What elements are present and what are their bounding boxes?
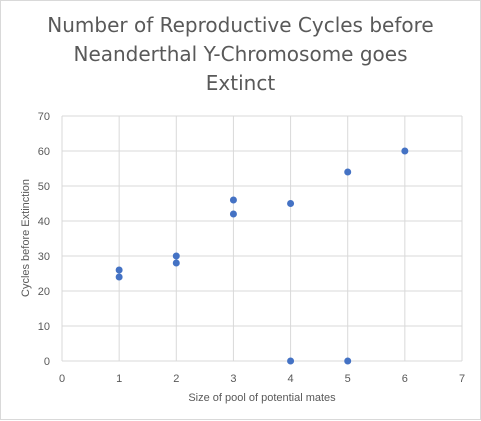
x-tick-label: 3 — [230, 373, 236, 385]
data-point — [287, 357, 295, 365]
y-tick-label: 0 — [44, 356, 50, 368]
y-tick-label: 20 — [38, 286, 50, 298]
chart-title-line-2: Neanderthal Y-Chromosome goes — [73, 42, 408, 66]
y-tick-label: 50 — [38, 181, 50, 193]
x-tick-label: 4 — [288, 373, 294, 385]
x-tick-label: 6 — [402, 373, 408, 385]
data-point — [115, 266, 123, 274]
x-tick-label: 0 — [59, 373, 65, 385]
y-tick-label: 60 — [38, 146, 50, 158]
chart-title: Number of Reproductive Cycles before Nea… — [1, 11, 480, 98]
y-tick-label: 10 — [38, 321, 50, 333]
chart-title-line-3: Extinct — [205, 71, 276, 95]
data-point — [344, 168, 352, 176]
data-point — [115, 273, 123, 281]
data-point — [172, 259, 180, 267]
data-points — [115, 147, 409, 365]
data-point — [287, 200, 295, 207]
x-tick-label: 5 — [345, 373, 351, 385]
x-axis-title: Size of pool of potential mates — [188, 392, 336, 404]
x-tick-label: 2 — [173, 373, 179, 385]
y-axis-title: Cycles before Extinction — [20, 179, 32, 297]
data-point — [229, 210, 237, 218]
data-point — [401, 147, 409, 155]
x-tick-label: 1 — [116, 373, 122, 385]
x-tick-label: 7 — [459, 373, 465, 385]
y-tick-labels: 0 10 20 30 40 50 60 70 — [38, 111, 50, 368]
y-tick-label: 30 — [38, 251, 50, 263]
grid-lines — [61, 115, 463, 362]
data-point — [344, 357, 352, 365]
y-tick-label: 70 — [38, 111, 50, 123]
data-point — [229, 196, 237, 204]
chart-title-line-1: Number of Reproductive Cycles before — [47, 13, 434, 37]
data-point — [172, 252, 180, 260]
x-tick-labels: 0 1 2 3 4 5 6 7 — [59, 373, 465, 385]
y-tick-label: 40 — [38, 216, 50, 228]
